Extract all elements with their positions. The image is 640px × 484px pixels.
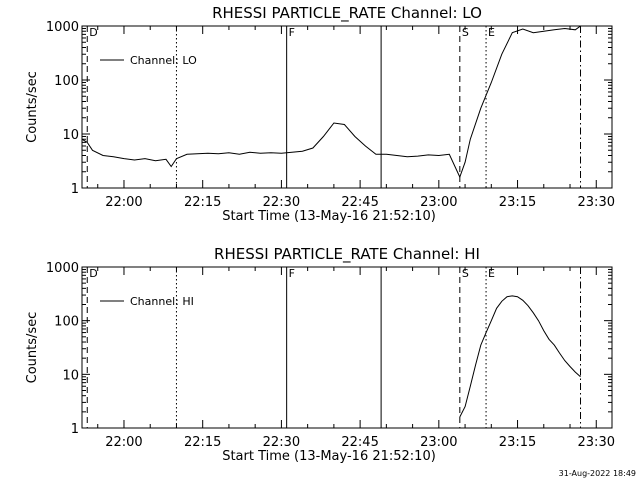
event-marker-label: S (462, 26, 469, 39)
chart-title: RHESSI PARTICLE_RATE Channel: LO (212, 4, 482, 23)
y-tick-label: 1 (71, 422, 79, 437)
footer-timestamp: 31-Aug-2022 18:49 (559, 469, 636, 478)
legend-label: Channel: LO (130, 54, 197, 67)
event-marker-label: F (289, 26, 295, 39)
x-tick-label: 23:15 (499, 195, 536, 210)
series-line (459, 295, 581, 418)
x-tick-label: 23:00 (420, 195, 457, 210)
event-marker-label: D (89, 26, 97, 39)
event-marker-label: S (462, 267, 469, 280)
x-tick-label: 22:15 (184, 195, 221, 210)
y-tick-label: 100 (54, 315, 79, 330)
x-tick-label: 23:30 (578, 435, 615, 450)
chart-title: RHESSI PARTICLE_RATE Channel: HI (214, 245, 480, 264)
y-tick-label: 1 (71, 182, 79, 197)
lo-channel-chart: RHESSI PARTICLE_RATE Channel: LO 22:00 22:… (25, 4, 615, 224)
event-marker-label: F (289, 267, 295, 280)
x-tick-label: 22:15 (184, 435, 221, 450)
hi-channel-chart: RHESSI PARTICLE_RATE Channel: HI 22:00 22:… (25, 245, 615, 464)
y-axis-label: Counts/sec (25, 312, 40, 384)
x-axis-label: Start Time (13-May-16 21:52:10) (222, 209, 436, 224)
y-tick-label: 10 (62, 128, 79, 143)
x-tick-label: 23:15 (499, 435, 536, 450)
y-tick-label: 100 (54, 74, 79, 89)
x-tick-label: 22:30 (263, 435, 300, 450)
y-axis-label: Counts/sec (25, 71, 40, 143)
y-tick-label: 10 (62, 368, 79, 383)
plot-frame (81, 266, 613, 429)
plot-frame (81, 25, 613, 189)
event-marker-label: E (488, 26, 495, 39)
x-tick-label: 22:00 (105, 435, 142, 450)
x-tick-label: 22:45 (341, 195, 378, 210)
x-tick-label: 23:00 (420, 435, 457, 450)
series-line (81, 25, 581, 179)
x-tick-label: 22:30 (263, 195, 300, 210)
y-tick-label: 1000 (46, 20, 79, 35)
y-tick-label: 1000 (46, 261, 79, 276)
x-tick-label: 23:30 (578, 195, 615, 210)
event-marker-label: E (488, 267, 495, 280)
x-axis-label: Start Time (13-May-16 21:52:10) (222, 449, 436, 464)
legend-label: Channel: HI (130, 295, 194, 308)
x-tick-label: 22:45 (341, 435, 378, 450)
x-tick-label: 22:00 (105, 195, 142, 210)
event-marker-label: D (89, 267, 97, 280)
